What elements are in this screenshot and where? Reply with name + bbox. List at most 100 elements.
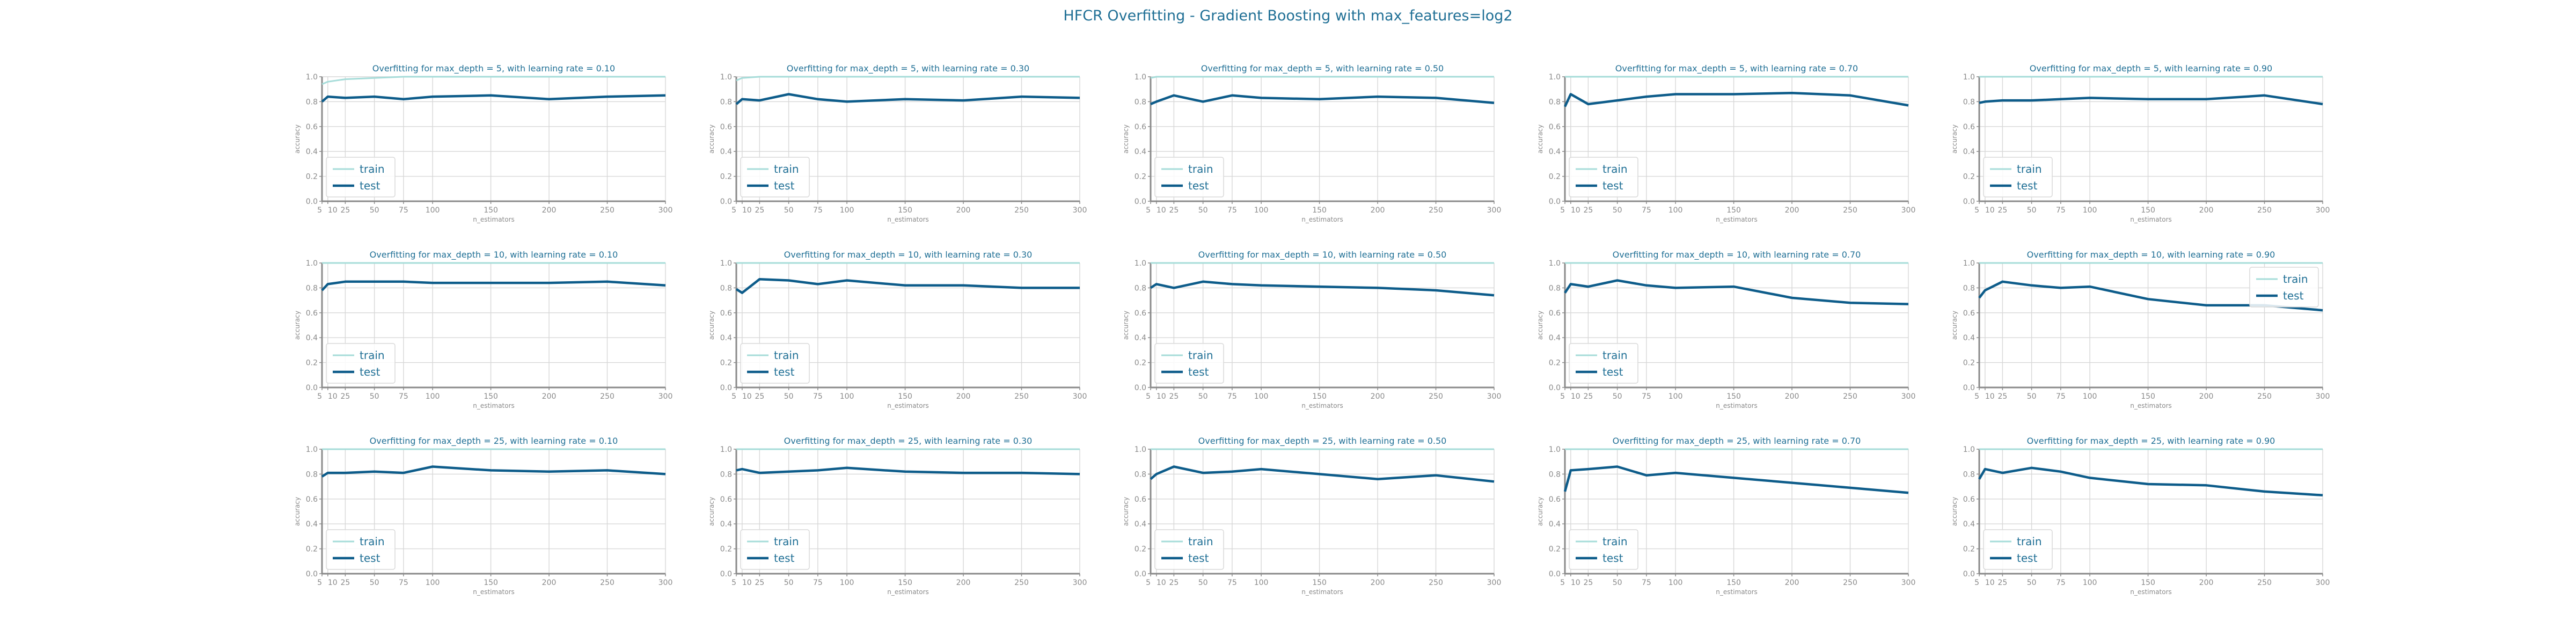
subplot-7: 0.0 0.2 0.4 0.6 0.8 1.0 5 10 25 50 75 100 150 200 250 3… [708,250,1087,409]
x-tick-label: 100 [2083,579,2097,587]
subplot-title: Overfitting for max_depth = 5, with lear… [2030,63,2272,74]
x-axis-label: n_estimators [887,402,929,409]
subplot-title: Overfitting for max_depth = 10, with lea… [370,250,618,260]
x-tick-label: 200 [542,579,557,587]
y-tick-label: 0.2 [1135,173,1146,181]
subplot-title: Overfitting for max_depth = 25, with lea… [2027,436,2275,447]
x-tick-label: 5 [1146,579,1151,587]
legend-label-test: test [774,179,795,192]
y-tick-label: 0.0 [1135,384,1146,392]
y-tick-label: 0.8 [1963,284,1975,292]
y-tick-label: 1.0 [1549,73,1561,82]
x-tick-label: 50 [370,206,379,215]
x-tick-label: 75 [2056,579,2066,587]
subplot-6: 0.0 0.2 0.4 0.6 0.8 1.0 5 10 25 50 75 100 150 200 250 3… [294,250,672,409]
y-tick-label: 0.4 [720,334,732,342]
legend: train test [1983,157,2053,197]
x-tick-label: 250 [1843,206,1857,215]
x-tick-label: 50 [784,579,794,587]
x-tick-label: 200 [1371,392,1385,401]
x-tick-label: 300 [2316,206,2330,215]
x-tick-label: 5 [1974,392,1979,401]
y-tick-label: 0.4 [1549,148,1561,156]
legend-label-test: test [774,552,795,565]
legend-box [2249,267,2319,308]
x-axis-label: n_estimators [473,402,515,409]
x-tick-label: 25 [1997,206,2007,215]
x-axis-label: n_estimators [1301,588,1343,596]
x-tick-label: 150 [484,392,498,401]
x-tick-label: 25 [1583,392,1593,401]
legend-label-train: train [1188,163,1213,175]
x-tick-label: 5 [731,392,736,401]
subplot-title: Overfitting for max_depth = 25, with lea… [784,436,1033,447]
x-tick-label: 10 [1985,579,1995,587]
x-tick-label: 50 [370,392,379,401]
series-line-test [1563,91,1909,107]
x-tick-label: 100 [840,579,854,587]
x-tick-label: 50 [2027,392,2037,401]
y-axis-label: accuracy [1951,311,1958,340]
y-tick-label: 1.0 [720,73,732,82]
y-axis-label: accuracy [708,125,715,153]
y-tick-label: 0.4 [1135,148,1146,156]
y-tick-label: 0.6 [306,123,318,131]
x-tick-label: 75 [1227,392,1237,401]
legend-label-test: test [1188,179,1209,192]
y-axis-label: accuracy [294,125,301,153]
y-tick-label: 0.2 [1135,545,1146,554]
x-tick-label: 5 [317,206,322,215]
y-tick-label: 0.0 [1963,197,1975,206]
x-tick-label: 10 [742,579,752,587]
y-tick-label: 0.2 [306,173,318,181]
x-tick-label: 250 [1429,579,1443,587]
series-line-test [1563,465,1909,494]
x-tick-label: 300 [658,206,673,215]
x-tick-label: 200 [2199,392,2214,401]
x-tick-label: 300 [1901,206,1916,215]
x-tick-label: 300 [2316,392,2330,401]
subplot-1: 0.0 0.2 0.4 0.6 0.8 1.0 5 10 25 50 75 100 150 200 250 3… [294,63,672,223]
x-tick-label: 5 [317,392,322,401]
legend: train test [1154,529,1224,570]
legend-box [1154,343,1224,384]
y-tick-label: 0.4 [1549,520,1561,529]
x-tick-label: 25 [1169,392,1179,401]
y-axis-label: accuracy [1536,125,1544,153]
y-tick-label: 0.6 [720,309,732,318]
x-tick-label: 5 [731,206,736,215]
x-tick-label: 50 [1613,206,1622,215]
y-tick-label: 1.0 [306,445,318,454]
y-tick-label: 0.4 [1549,334,1561,342]
y-tick-label: 0.6 [1135,309,1146,318]
x-axis-label: n_estimators [1301,402,1343,409]
y-tick-label: 0.4 [720,148,732,156]
y-axis-label: accuracy [1122,125,1130,153]
y-tick-label: 0.2 [306,545,318,554]
y-tick-label: 0.8 [1549,284,1561,292]
legend-label-train: train [360,535,385,548]
x-tick-label: 150 [1312,206,1327,215]
y-tick-label: 0.4 [1963,520,1975,529]
y-tick-label: 1.0 [1549,259,1561,268]
legend-box [740,343,810,384]
y-tick-label: 0.2 [720,173,732,181]
y-tick-label: 0.4 [1135,334,1146,342]
y-tick-label: 0.2 [1135,359,1146,368]
x-tick-label: 5 [1560,206,1565,215]
x-axis-label: n_estimators [1716,402,1758,409]
x-tick-label: 25 [755,206,764,215]
x-tick-label: 200 [956,579,971,587]
x-axis-label: n_estimators [2130,402,2172,409]
legend: train test [1983,529,2053,570]
subplot-4: 0.0 0.2 0.4 0.6 0.8 1.0 5 10 25 50 75 100 150 200 250 3… [1536,63,1915,223]
legend-label-test: test [360,179,380,192]
series-line-train [736,76,1080,82]
x-tick-label: 5 [1146,206,1151,215]
legend-box [326,343,396,384]
x-tick-label: 100 [1254,392,1269,401]
subplot-title: Overfitting for max_depth = 10, with lea… [784,250,1033,260]
legend-box [740,157,810,197]
x-tick-label: 100 [840,392,854,401]
